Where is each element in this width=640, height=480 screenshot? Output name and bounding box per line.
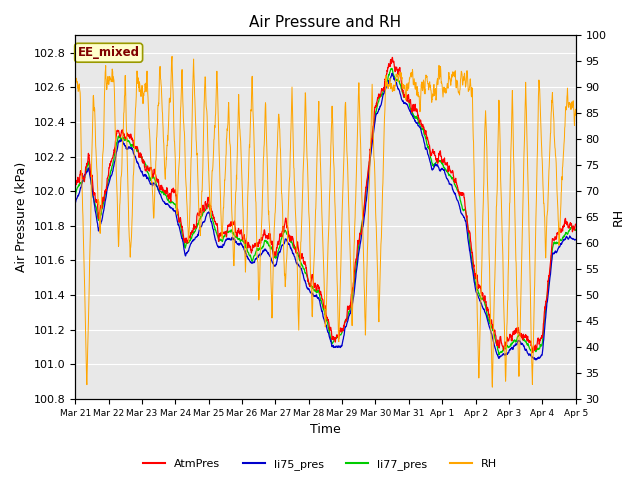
Legend: AtmPres, li75_pres, li77_pres, RH: AtmPres, li75_pres, li77_pres, RH: [139, 455, 501, 474]
Text: EE_mixed: EE_mixed: [77, 46, 140, 59]
Y-axis label: Air Pressure (kPa): Air Pressure (kPa): [15, 162, 28, 272]
Y-axis label: RH: RH: [612, 208, 625, 226]
X-axis label: Time: Time: [310, 423, 341, 436]
Title: Air Pressure and RH: Air Pressure and RH: [250, 15, 401, 30]
